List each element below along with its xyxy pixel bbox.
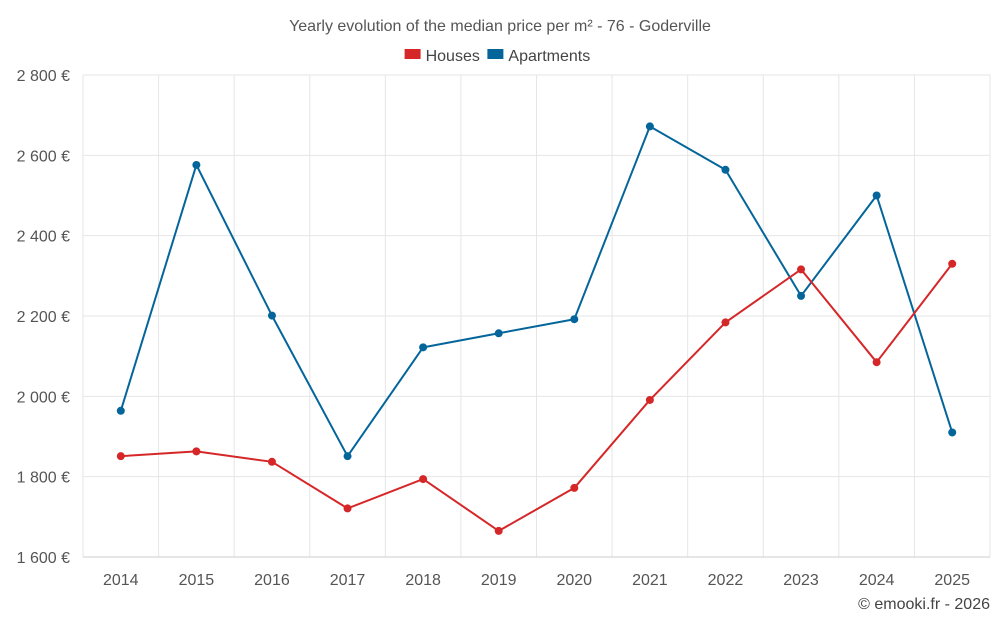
houses-data-point[interactable] [872, 358, 881, 367]
x-tick-label: 2021 [632, 572, 668, 589]
y-tick-label: 2 000 € [17, 389, 70, 406]
y-tick-label: 2 400 € [17, 229, 70, 246]
y-tick-label: 1 800 € [17, 470, 70, 487]
x-tick-label: 2014 [103, 572, 139, 589]
apartments-data-point[interactable] [570, 315, 579, 324]
x-tick-label: 2018 [405, 572, 441, 589]
houses-data-point[interactable] [419, 475, 428, 484]
houses-data-point[interactable] [570, 483, 579, 492]
apartments-data-point[interactable] [192, 160, 201, 169]
apartments-legend-swatch [487, 49, 504, 59]
houses-data-point[interactable] [116, 452, 125, 461]
apartments-legend-label[interactable]: Apartments [508, 48, 590, 65]
x-tick-label: 2015 [179, 572, 215, 589]
houses-data-point[interactable] [192, 447, 201, 456]
y-tick-label: 2 800 € [17, 68, 70, 85]
x-tick-label: 2025 [934, 572, 970, 589]
y-tick-label: 2 600 € [17, 148, 70, 165]
axes: 1 600 € 1 800 € 2 000 € 2 200 € 2 400 € 2 600… [17, 68, 990, 589]
apartments-data-point[interactable] [948, 428, 957, 437]
x-tick-label: 2016 [254, 572, 290, 589]
x-tick-label: 2024 [859, 572, 895, 589]
apartments-data-point[interactable] [116, 406, 125, 415]
apartments-data-point[interactable] [797, 291, 806, 300]
houses-data-point[interactable] [267, 457, 276, 466]
y-tick-label: 2 200 € [17, 309, 70, 326]
houses-data-point[interactable] [797, 265, 806, 274]
houses-data-point[interactable] [948, 259, 957, 268]
houses-data-point[interactable] [343, 504, 352, 513]
x-tick-label: 2023 [783, 572, 819, 589]
apartments-data-point[interactable] [343, 452, 352, 461]
houses-data-point[interactable] [645, 395, 654, 404]
houses-series-line [120, 263, 954, 532]
chart-legend: Houses Apartments [404, 48, 590, 65]
grid-lines [82, 74, 991, 558]
x-tick-label: 2017 [330, 572, 366, 589]
apartments-data-point[interactable] [267, 311, 276, 320]
houses-legend-swatch [404, 49, 421, 59]
copyright-text: © emooki.fr - 2026 [858, 596, 990, 613]
apartments-data-point[interactable] [721, 165, 730, 174]
y-tick-label: 1 600 € [17, 550, 70, 567]
x-tick-label: 2022 [708, 572, 744, 589]
series-lines [116, 122, 957, 535]
houses-data-point[interactable] [494, 526, 503, 535]
x-tick-label: 2019 [481, 572, 517, 589]
houses-data-point[interactable] [721, 318, 730, 327]
apartments-data-point[interactable] [419, 343, 428, 352]
apartments-series-line [119, 125, 954, 458]
houses-legend-label[interactable]: Houses [426, 48, 480, 65]
x-tick-label: 2020 [556, 572, 592, 589]
chart-title: Yearly evolution of the median price per… [289, 18, 711, 35]
apartments-data-point[interactable] [645, 122, 654, 131]
apartments-data-point[interactable] [872, 191, 881, 200]
apartments-data-point[interactable] [494, 329, 503, 338]
